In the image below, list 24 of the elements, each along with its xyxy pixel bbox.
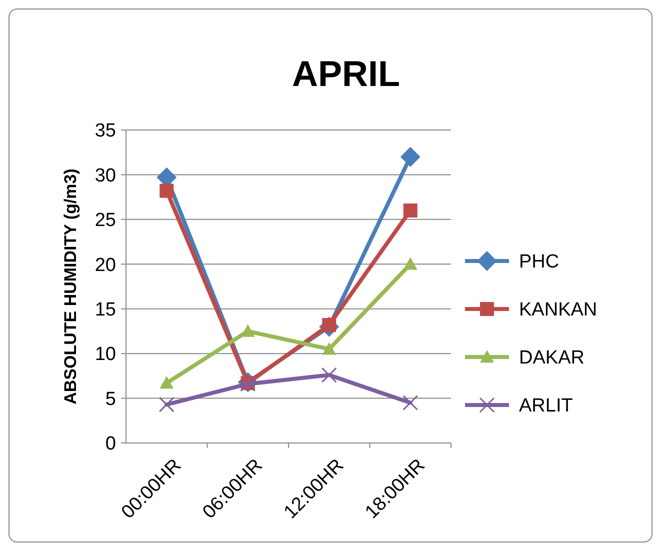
legend-label: ARLIT <box>519 396 574 417</box>
point <box>400 146 420 167</box>
legend-label: PHC <box>519 252 560 273</box>
chart-title: APRIL <box>292 53 400 94</box>
y-tick-label: 20 <box>94 254 116 276</box>
y-tick-label: 5 <box>105 388 116 410</box>
point <box>158 396 174 412</box>
point <box>403 257 418 270</box>
y-tick-label: 10 <box>94 344 116 366</box>
y-tick-label: 25 <box>94 210 116 232</box>
point <box>322 342 336 355</box>
legend-label: DAKAR <box>519 348 584 369</box>
point <box>403 203 418 218</box>
y-tick-label: 30 <box>94 165 116 186</box>
point <box>240 324 255 337</box>
y-axis-title: ABSOLUTE HUMIDITY (g/m3) <box>61 168 80 404</box>
y-tick-label: 15 <box>94 300 116 321</box>
y-tick-label: 0 <box>105 434 116 455</box>
point <box>160 184 174 198</box>
point <box>402 395 418 411</box>
legend-label: KANKAN <box>519 300 598 321</box>
point <box>321 367 337 383</box>
point <box>160 376 174 389</box>
y-tick-label: 35 <box>94 120 116 142</box>
